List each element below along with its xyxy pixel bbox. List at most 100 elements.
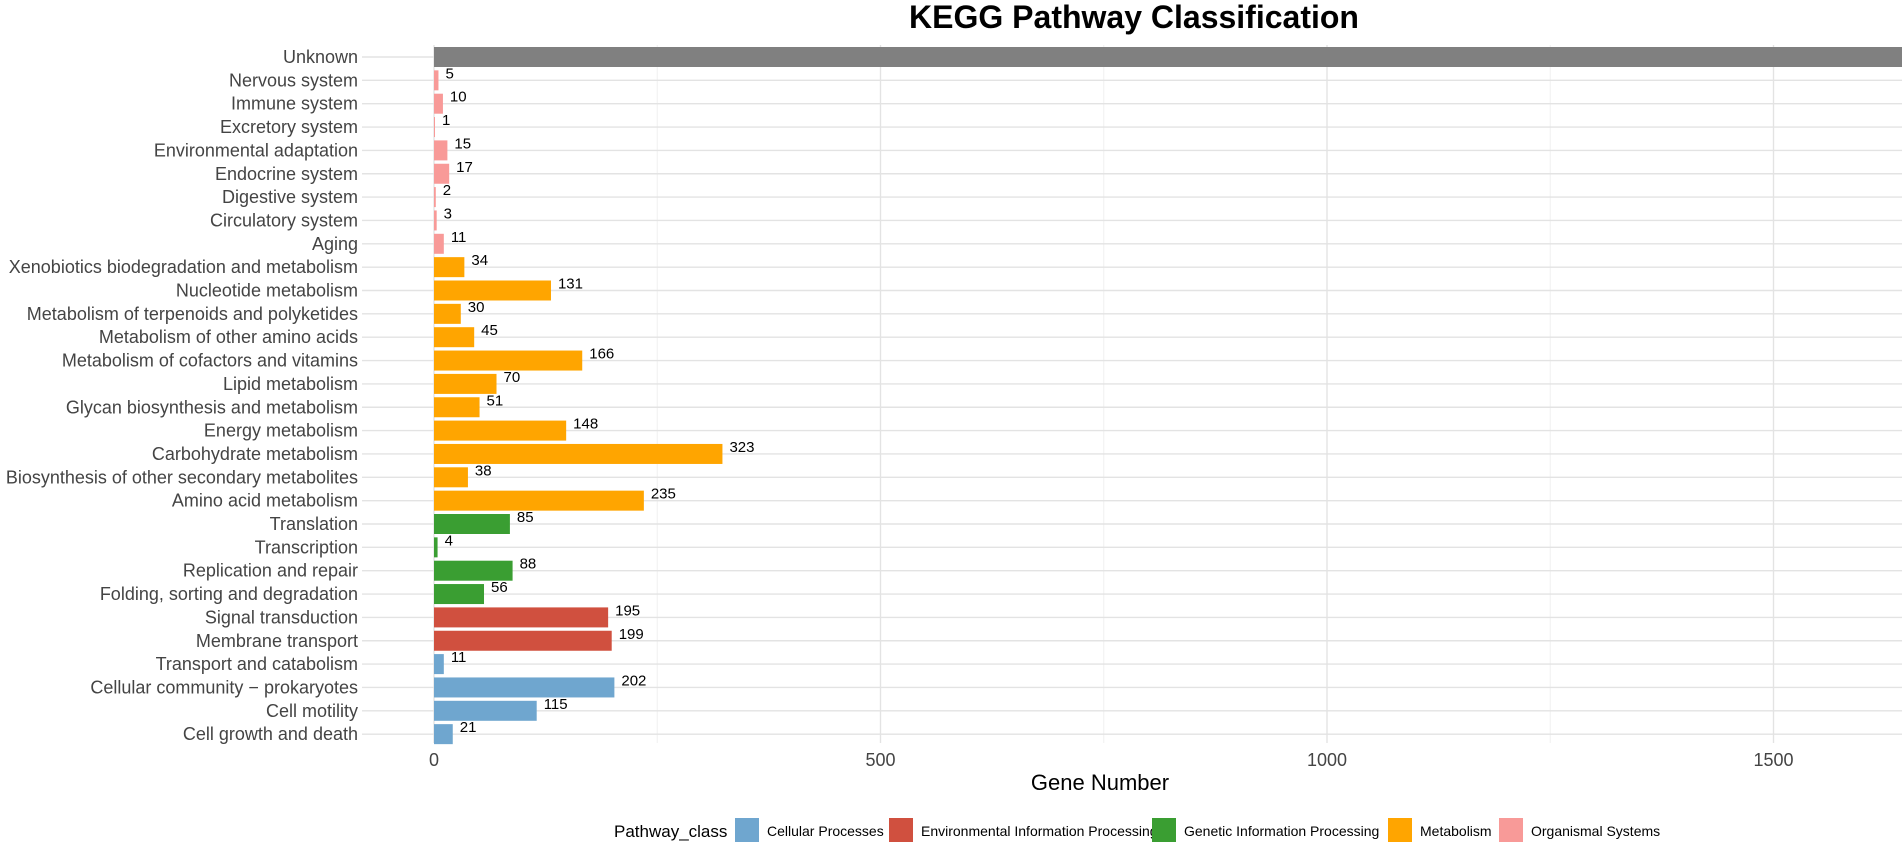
bar xyxy=(434,724,453,745)
legend-entry: Environmental Information Processing xyxy=(921,823,1158,839)
legend-swatch xyxy=(1152,818,1176,842)
bar xyxy=(434,443,723,464)
x-axis-tick-labels: 0500100015002000 xyxy=(429,750,1794,770)
value-label: 323 xyxy=(729,439,754,456)
y-axis-tick-labels: Unknown Nervous system Immune system Excret… xyxy=(6,47,358,744)
bar xyxy=(434,140,448,161)
legend: Pathway_class Cellular Processes Environm… xyxy=(614,818,1660,842)
bar xyxy=(434,350,583,371)
value-label: 45 xyxy=(481,322,498,339)
bar xyxy=(434,210,437,231)
bar xyxy=(434,630,612,651)
value-label: 30 xyxy=(468,299,485,316)
y-tick-label: Nervous system xyxy=(229,70,358,90)
y-tick-label: Signal transduction xyxy=(205,607,358,627)
value-label: 15 xyxy=(454,135,471,152)
value-label: 1 xyxy=(442,112,450,129)
bar xyxy=(434,373,497,394)
y-tick-label: Folding, sorting and degradation xyxy=(100,584,358,604)
y-tick-label: Transport and catabolism xyxy=(156,654,358,674)
y-tick-label: Environmental adaptation xyxy=(154,140,358,160)
bar xyxy=(434,654,444,675)
bar xyxy=(434,257,465,278)
value-label: 17 xyxy=(456,159,473,176)
value-label: 5 xyxy=(445,65,453,82)
bar xyxy=(434,187,436,208)
bar xyxy=(434,490,644,511)
bar xyxy=(434,700,537,721)
value-label: 38 xyxy=(475,462,492,479)
legend-entry: Genetic Information Processing xyxy=(1184,823,1379,839)
bar xyxy=(434,303,461,324)
y-tick-label: Energy metabolism xyxy=(204,421,358,441)
legend-entry: Organismal Systems xyxy=(1531,823,1660,839)
bar xyxy=(434,537,438,558)
y-tick-label: Cell motility xyxy=(266,701,358,721)
y-tick-label: Cell growth and death xyxy=(183,724,358,744)
value-label: 70 xyxy=(504,369,521,386)
value-label: 131 xyxy=(558,276,583,293)
chart-title: KEGG Pathway Classification xyxy=(909,0,1359,35)
value-label: 11 xyxy=(451,229,467,246)
legend-swatch xyxy=(889,818,913,842)
value-label: 2 xyxy=(443,182,451,199)
bar xyxy=(434,47,1902,67)
bar xyxy=(434,584,485,605)
bar xyxy=(434,607,609,628)
grid-lines xyxy=(362,45,1902,743)
bar xyxy=(434,327,475,348)
y-tick-label: Glycan biosynthesis and metabolism xyxy=(66,397,358,417)
value-label: 11 xyxy=(451,649,467,666)
value-label: 195 xyxy=(615,602,640,619)
y-tick-label: Unknown xyxy=(283,47,358,67)
value-label: 10 xyxy=(450,89,467,106)
bar xyxy=(434,163,450,184)
y-tick-label: Xenobiotics biodegradation and metabolis… xyxy=(9,257,358,277)
bar xyxy=(434,117,435,138)
legend-swatch xyxy=(1499,818,1523,842)
bar xyxy=(434,93,443,114)
x-axis-label: Gene Number xyxy=(1031,770,1169,795)
value-label: 51 xyxy=(487,392,504,409)
value-label: 235 xyxy=(651,486,676,503)
y-tick-label: Transcription xyxy=(255,537,358,557)
y-tick-label: Biosynthesis of other secondary metaboli… xyxy=(6,467,358,487)
value-label: 199 xyxy=(619,626,644,643)
value-label: 166 xyxy=(589,346,614,363)
bar xyxy=(434,677,615,698)
y-tick-label: Carbohydrate metabolism xyxy=(152,444,358,464)
y-tick-label: Cellular community − prokaryotes xyxy=(90,677,358,697)
y-tick-label: Immune system xyxy=(231,94,358,114)
value-label: 4 xyxy=(445,532,453,549)
y-tick-label: Metabolism of cofactors and vitamins xyxy=(62,351,358,371)
value-label: 21 xyxy=(460,719,477,736)
legend-swatch xyxy=(735,818,759,842)
y-tick-label: Metabolism of terpenoids and polyketides xyxy=(27,304,358,324)
bar xyxy=(434,280,551,301)
value-labels: 2097510115172311341313045166705114832338… xyxy=(442,65,754,736)
value-label: 85 xyxy=(517,509,534,526)
y-tick-label: Membrane transport xyxy=(196,631,358,651)
y-tick-label: Excretory system xyxy=(220,117,358,137)
y-tick-label: Digestive system xyxy=(222,187,358,207)
bar xyxy=(434,420,567,441)
x-tick-label: 1000 xyxy=(1307,750,1347,770)
y-tick-label: Endocrine system xyxy=(215,164,358,184)
legend-entry: Cellular Processes xyxy=(767,823,884,839)
bars xyxy=(434,47,1902,745)
bar xyxy=(434,467,468,488)
y-tick-label: Amino acid metabolism xyxy=(172,491,358,511)
x-tick-label: 0 xyxy=(429,750,439,770)
y-tick-label: Circulatory system xyxy=(210,210,358,230)
value-label: 115 xyxy=(544,696,568,713)
x-tick-label: 500 xyxy=(865,750,895,770)
value-label: 88 xyxy=(520,556,537,573)
value-label: 56 xyxy=(491,579,508,596)
legend-entry: Metabolism xyxy=(1420,823,1492,839)
value-label: 202 xyxy=(621,672,646,689)
bar xyxy=(434,397,480,418)
y-tick-label: Aging xyxy=(312,234,358,254)
y-tick-label: Metabolism of other amino acids xyxy=(99,327,358,347)
